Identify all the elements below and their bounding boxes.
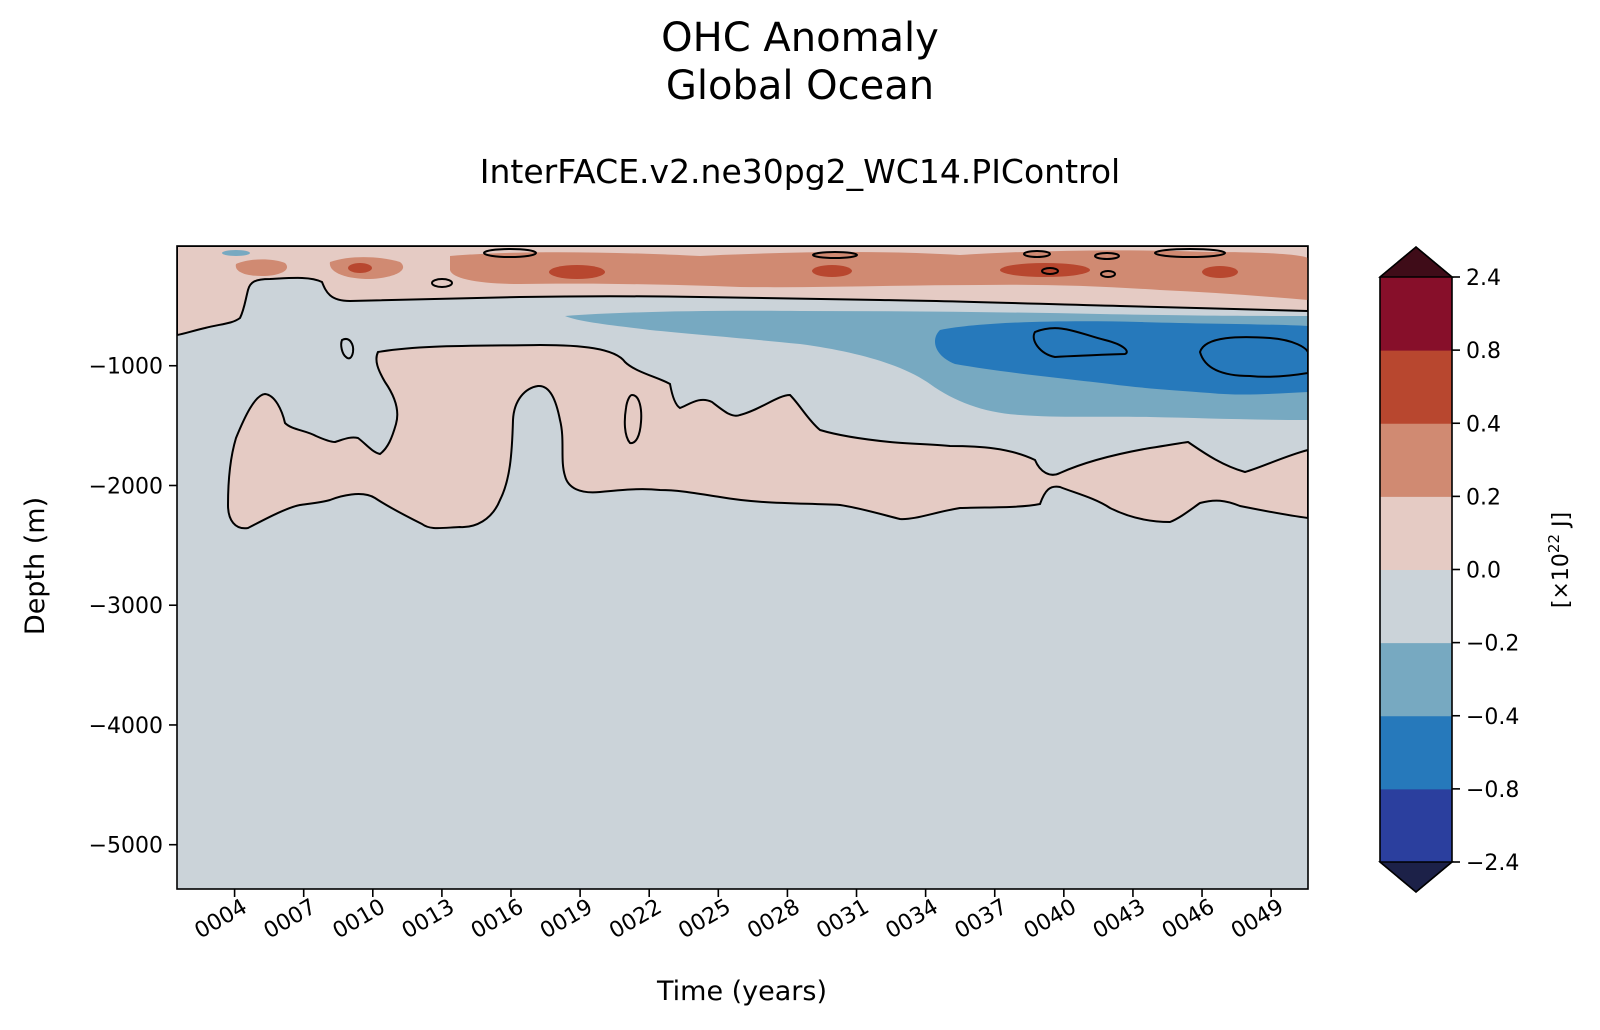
x-tick-label: 0046 — [1158, 895, 1219, 945]
x-tick-label: 0019 — [536, 895, 597, 945]
y-tick-label: −3000 — [89, 594, 163, 619]
y-tick-label: −5000 — [89, 834, 163, 859]
x-tick-label: 0031 — [813, 895, 874, 945]
colorbar-tick-label: 0.2 — [1466, 485, 1501, 510]
colorbar-tick-label: −0.2 — [1466, 632, 1519, 657]
x-tick-label: 0007 — [260, 895, 321, 945]
y-tick-label: −1000 — [89, 355, 163, 380]
x-tick-label: 0049 — [1227, 895, 1288, 945]
surface-warm-patch-3 — [235, 259, 288, 276]
y-tick-label: −4000 — [89, 714, 163, 739]
surface-loop-1 — [1023, 250, 1051, 258]
surface-loop-6 — [483, 248, 537, 258]
colorbar-under-triangle — [1378, 861, 1454, 893]
surface-hot-spot-2 — [812, 265, 852, 277]
mid-depth-warm-lens — [623, 393, 643, 445]
surface-hot-spot-1 — [549, 265, 605, 279]
surface-cool-speck — [222, 250, 250, 256]
y-axis: −1000 −2000 −3000 −4000 −5000 — [89, 355, 177, 859]
x-tick-label: 0025 — [674, 895, 735, 945]
x-tick-label: 0010 — [329, 895, 390, 945]
colorbar-tick-label: −0.8 — [1466, 778, 1519, 803]
y-axis-label: Depth (m) — [20, 497, 51, 635]
colorbar-segment — [1380, 569, 1452, 644]
x-tick-label: 0040 — [1020, 895, 1081, 945]
colorbar-tick-label: 2.4 — [1466, 266, 1501, 291]
colorbar-tick-label: 0.4 — [1466, 412, 1501, 437]
x-tick-label: 0004 — [191, 895, 252, 945]
surface-loop-3 — [1041, 267, 1059, 275]
cold-core-loop-1 — [1032, 327, 1128, 359]
x-tick-label: 0022 — [605, 895, 666, 945]
colorbar-segment — [1380, 642, 1452, 717]
surface-loop-8 — [1154, 248, 1226, 258]
x-tick-label: 0016 — [467, 895, 528, 945]
surface-loop-7 — [812, 251, 858, 259]
colorbar-tick-label: −2.4 — [1466, 851, 1519, 876]
surface-hot-spot-5 — [348, 263, 372, 273]
surface-loop-2 — [1094, 252, 1120, 260]
x-axis-label: Time (years) — [656, 976, 827, 1007]
colorbar-segment — [1380, 788, 1452, 863]
x-tick-label: 0043 — [1089, 895, 1150, 945]
mid-depth-warm-band — [226, 343, 1308, 530]
x-axis: 0004 0007 0010 0013 0016 0019 0022 0025 0028 0031… — [191, 889, 1288, 945]
colorbar-segment — [1380, 496, 1452, 570]
colorbar-segment — [1380, 423, 1452, 497]
colorbar-label: [×1022 J] — [1545, 512, 1574, 608]
surface-hot-spot-4 — [1202, 266, 1238, 278]
chart-title-line2: Global Ocean — [665, 63, 935, 109]
surface-loop-5 — [431, 278, 453, 288]
x-tick-label: 0034 — [882, 895, 943, 945]
colorbar-tick-label: 0.8 — [1466, 339, 1501, 364]
colorbar-tick-label: 0.0 — [1466, 559, 1501, 584]
chart-subtitle: InterFACE.v2.ne30pg2_WC14.PIControl — [479, 152, 1121, 191]
colorbar-segment — [1380, 715, 1452, 790]
surface-loop-4 — [1100, 270, 1116, 278]
chart-title: OHC Anomaly — [661, 15, 939, 61]
plot-frame — [176, 245, 1309, 890]
colorbar-tick-label: −0.4 — [1466, 705, 1519, 730]
surface-warm-patch-2 — [450, 250, 1308, 300]
colorbar: −2.4 −0.8 −0.4 −0.2 0.0 0.2 0.4 0.8 2.4 — [1378, 245, 1519, 894]
y-tick-label: −2000 — [89, 474, 163, 499]
x-tick-label: 0028 — [743, 895, 804, 945]
x-tick-label: 0013 — [398, 895, 459, 945]
surface-hot-spot-3 — [1000, 263, 1090, 277]
mid-depth-cool-lens — [340, 338, 355, 360]
cold-core-loop-2 — [1198, 336, 1308, 378]
x-tick-label: 0037 — [951, 895, 1012, 945]
colorbar-over-triangle — [1378, 246, 1454, 278]
contour-field — [177, 246, 1308, 889]
colorbar-segment — [1380, 350, 1452, 424]
colorbar-segment — [1380, 277, 1452, 351]
